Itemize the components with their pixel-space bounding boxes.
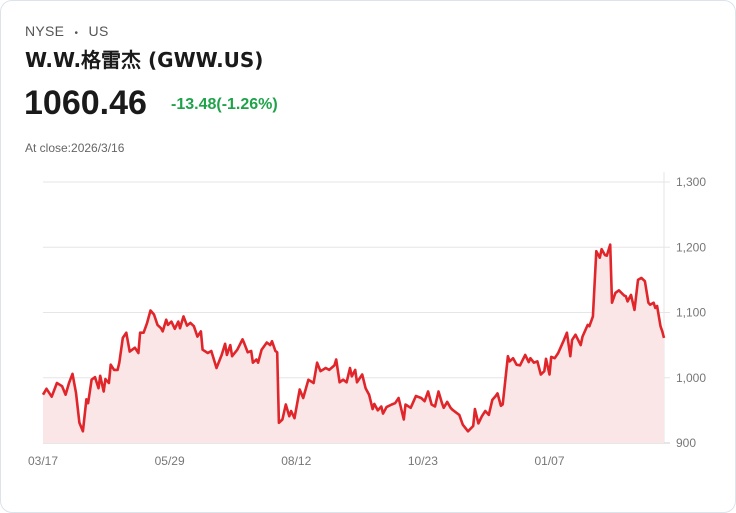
y-tick-label: 1,300 [676, 175, 706, 189]
price-line [41, 243, 666, 433]
separator-dot: • [74, 28, 79, 39]
x-tick-label: 01/07 [534, 454, 564, 468]
price-area-fill [43, 244, 664, 443]
y-tick-label: 1,000 [676, 371, 706, 385]
x-tick-label: 03/17 [28, 454, 58, 468]
stock-title: W.W.格雷杰 (GWW.US) [25, 48, 264, 72]
close-date: At close:2026/3/16 [25, 141, 125, 155]
x-tick-label: 08/12 [281, 454, 311, 468]
market-name: US [88, 23, 109, 39]
price-change: -13.48(-1.26%) [171, 96, 278, 113]
exchange-name: NYSE [25, 23, 65, 39]
y-tick-label: 1,100 [676, 306, 706, 320]
y-tick-label: 1,200 [676, 240, 706, 254]
x-tick-label: 05/29 [155, 454, 185, 468]
exchange-line: NYSE • US [25, 23, 109, 39]
stock-price: 1060.46 [24, 84, 147, 122]
y-tick-label: 900 [676, 436, 696, 450]
x-tick-label: 10/23 [408, 454, 438, 468]
